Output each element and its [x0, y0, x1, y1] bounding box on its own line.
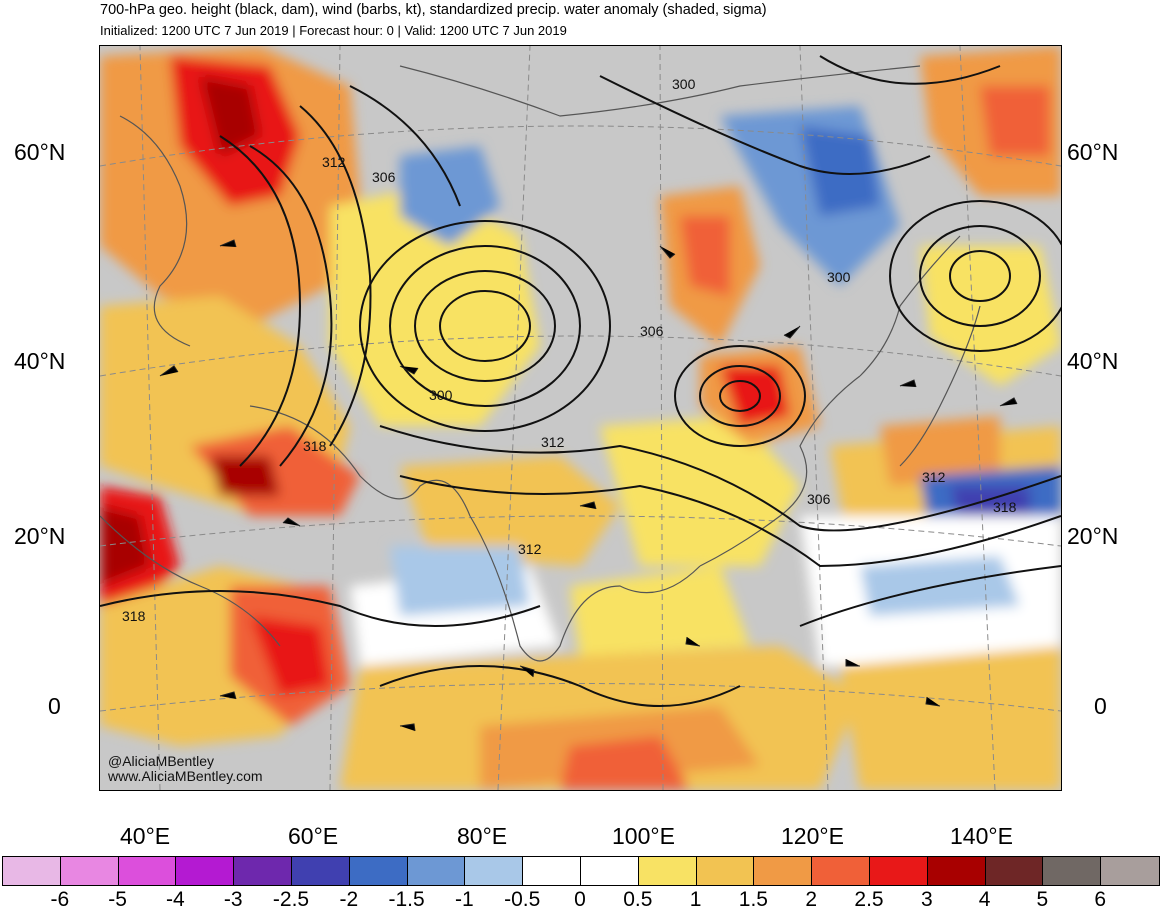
colorbar-label: -4 [166, 888, 185, 911]
colorbar-label: 1.5 [738, 888, 768, 911]
colorbar-label: 4 [978, 888, 991, 911]
map-panel: 312 306 300 300 306 300 318 312 312 306 … [99, 45, 1062, 791]
chart-subtitle: Initialized: 1200 UTC 7 Jun 2019 | Forec… [100, 23, 567, 38]
contour-label: 312 [541, 434, 565, 450]
colorbar-label: -6 [50, 888, 70, 911]
credit-handle: @AliciaMBentley [108, 753, 215, 769]
colorbar-label: -3 [223, 888, 243, 911]
lat-label-40n-right: 40°N [1067, 348, 1119, 374]
lat-label-0-right: 0 [1094, 693, 1107, 719]
colorbar-swatch [927, 857, 986, 885]
lat-label-60n-right: 60°N [1067, 139, 1119, 165]
colorbar-label: -2.5 [272, 888, 310, 911]
colorbar-swatch [523, 857, 581, 885]
lat-label-20n-left: 20°N [14, 523, 66, 549]
colorbar-label: 1 [689, 888, 702, 911]
colorbar-swatch [1043, 857, 1102, 885]
colorbar-swatch [118, 857, 177, 885]
lon-label-40e: 40°E [120, 823, 171, 849]
colorbar-swatch [465, 857, 524, 885]
contour-label: 318 [122, 608, 146, 624]
lat-label-40n-left: 40°N [14, 348, 66, 374]
colorbar-swatch [754, 857, 813, 885]
chart-title: 700-hPa geo. height (black, dam), wind (… [100, 2, 767, 18]
colorbar-label: 2 [805, 888, 818, 911]
colorbar-label: 6 [1094, 888, 1107, 911]
colorbar-swatch [812, 857, 870, 885]
colorbar-swatch [580, 857, 639, 885]
colorbar-swatch [349, 857, 408, 885]
wind-barbs [159, 239, 1018, 732]
contour-label: 318 [993, 499, 1017, 515]
colorbar [2, 856, 1160, 886]
contour-label: 300 [429, 387, 453, 403]
colorbar-swatch [60, 857, 119, 885]
colorbar-label: 2.5 [854, 888, 884, 911]
colorbar-label: -5 [108, 888, 127, 911]
anomaly-shading [100, 46, 1061, 790]
lon-label-60e: 60°E [288, 823, 339, 849]
colorbar-swatch [638, 857, 697, 885]
contour-label: 318 [303, 438, 327, 454]
colorbar-swatch [176, 857, 235, 885]
colorbar-swatch [291, 857, 350, 885]
contour-label: 300 [827, 269, 851, 285]
lat-label-60n-left: 60°N [14, 139, 66, 165]
contour-label: 306 [640, 323, 664, 339]
colorbar-swatch [3, 857, 61, 885]
lat-label-0-left: 0 [48, 693, 61, 719]
contour-label: 312 [922, 469, 946, 485]
colorbar-label: -1.5 [388, 888, 425, 911]
colorbar-label: 0.5 [623, 888, 653, 911]
contour-label: 312 [518, 541, 542, 557]
height-contours [100, 55, 1061, 707]
map-graphic: 312 306 300 300 306 300 318 312 312 306 … [100, 46, 1061, 790]
contour-label: 312 [322, 154, 346, 170]
colorbar-swatch [1101, 857, 1159, 885]
lon-label-140e: 140°E [950, 823, 1013, 849]
colorbar-label: 5 [1036, 888, 1049, 911]
colorbar-swatch [985, 857, 1044, 885]
lon-label-100e: 100°E [612, 823, 675, 849]
colorbar-label: 3 [920, 888, 933, 911]
colorbar-label: 0 [574, 888, 586, 911]
coastlines [100, 65, 981, 662]
colorbar-swatch [234, 857, 292, 885]
contour-labels: 312 306 300 300 306 300 318 312 312 306 … [122, 76, 1017, 624]
credit-website: www.AliciaMBentley.com [108, 768, 263, 784]
contour-label: 300 [672, 76, 696, 92]
colorbar-swatch [407, 857, 466, 885]
colorbar-swatch [696, 857, 755, 885]
lat-label-20n-right: 20°N [1067, 523, 1119, 549]
colorbar-label: -0.5 [504, 888, 541, 911]
contour-label: 306 [372, 169, 396, 185]
colorbar-swatch [869, 857, 928, 885]
lon-label-120e: 120°E [781, 823, 844, 849]
contour-label: 306 [807, 491, 831, 507]
colorbar-label: -1 [455, 888, 474, 911]
lon-label-80e: 80°E [457, 823, 508, 849]
colorbar-label: -2 [339, 888, 359, 911]
